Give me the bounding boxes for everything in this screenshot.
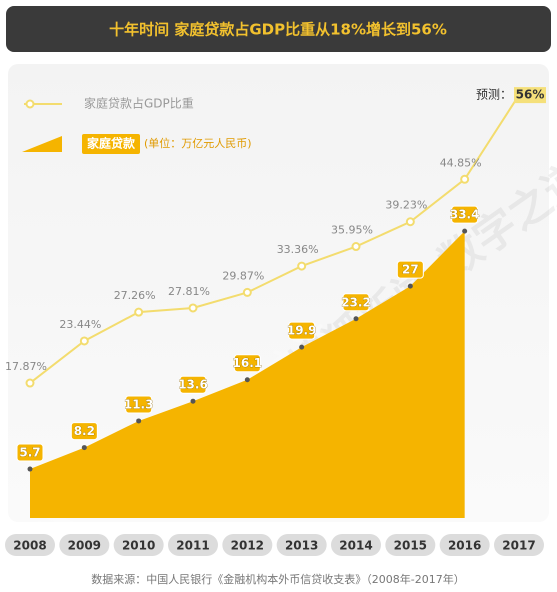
x-tick-box (113, 534, 164, 556)
data-label: 27.81% (168, 285, 210, 298)
line-point (297, 261, 307, 271)
area-point (81, 445, 87, 451)
line-point (25, 378, 35, 388)
data-label: 13.6 (178, 378, 208, 392)
legend-swatch (22, 136, 62, 152)
data-label-box (16, 443, 44, 462)
legend-label: 家庭贷款 (87, 136, 136, 151)
data-label-box (233, 354, 261, 373)
data-label: 44.85% (440, 156, 482, 169)
data-label: 17.87% (5, 360, 47, 373)
data-label: 23.44% (59, 318, 101, 331)
data-label-box (451, 205, 479, 224)
chart-title: 十年时间 家庭贷款占GDP比重从18%增长到56% (109, 21, 447, 39)
data-label: 8.2 (74, 424, 95, 438)
line-point (134, 307, 144, 317)
data-label-box (342, 293, 370, 312)
legend-label: 家庭贷款占GDP比重 (84, 96, 194, 111)
line-point (79, 336, 89, 346)
data-label: 11.3 (124, 397, 154, 411)
data-label: 23.2 (341, 295, 371, 309)
line-point (242, 287, 252, 297)
data-label-box (514, 87, 546, 104)
x-tick-label: 2014 (339, 539, 372, 553)
data-label: 56% (516, 88, 545, 102)
area (30, 231, 465, 518)
data-label-box (396, 260, 424, 279)
data-label: 5.7 (19, 446, 40, 460)
x-tick-label: 2010 (122, 539, 155, 553)
area-point (407, 283, 413, 289)
x-tick-label: 2013 (285, 539, 318, 553)
x-tick-box (276, 534, 327, 556)
x-tick-box (331, 534, 381, 556)
legend-label-box (82, 134, 140, 154)
data-label: 27.26% (114, 289, 156, 302)
data-label: 39.23% (385, 199, 427, 212)
data-label-box (179, 375, 207, 394)
x-tick-box (59, 534, 110, 556)
data-label: 35.95% (331, 224, 373, 237)
x-tick-label: 2015 (394, 539, 427, 553)
area-point (136, 418, 142, 424)
x-tick-box (168, 534, 218, 556)
x-tick-box (222, 534, 273, 556)
area-point (353, 316, 359, 322)
x-tick-label: 2012 (231, 539, 264, 553)
data-label: 29.87% (222, 269, 264, 282)
area-point (462, 228, 468, 234)
x-tick-label: 2008 (13, 539, 46, 553)
annotation: 预测： (476, 88, 512, 102)
line-point (351, 242, 361, 252)
x-tick-label: 2009 (68, 539, 101, 553)
data-label: 33.4 (450, 208, 480, 222)
area-point (27, 466, 33, 472)
line (29, 94, 520, 384)
line-point (460, 174, 470, 184)
data-label: 27 (402, 263, 419, 277)
data-label-box (125, 395, 153, 414)
data-label-box (70, 422, 98, 441)
area-point (244, 377, 250, 383)
title-bar (6, 6, 551, 52)
legend-unit: (单位：万亿元人民币) (144, 136, 252, 150)
data-label: 19.9 (287, 324, 317, 338)
area-point (299, 344, 305, 350)
x-tick-label: 2011 (176, 539, 209, 553)
x-tick-box (385, 534, 436, 556)
line-point (405, 217, 415, 227)
source: 数据来源：中国人民银行《金融机构本外币信贷收支表》（2008年-2017年） (91, 572, 464, 586)
x-tick-box (5, 534, 55, 556)
data-label: 16.1 (233, 356, 263, 370)
x-tick-box (439, 534, 490, 556)
x-tick-box (494, 534, 544, 556)
area-point (190, 398, 196, 404)
x-tick-label: 2017 (502, 539, 535, 553)
line-point (188, 303, 198, 313)
data-label-box (288, 321, 316, 340)
legend-swatch (25, 99, 35, 109)
x-tick-label: 2016 (448, 539, 481, 553)
data-label: 33.36% (277, 243, 319, 256)
